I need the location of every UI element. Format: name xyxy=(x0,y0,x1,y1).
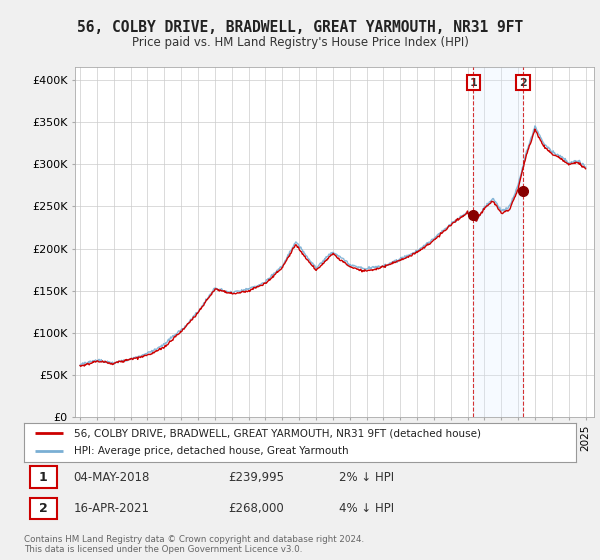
Text: 1: 1 xyxy=(469,78,477,88)
Text: £268,000: £268,000 xyxy=(228,502,284,515)
Text: Price paid vs. HM Land Registry's House Price Index (HPI): Price paid vs. HM Land Registry's House … xyxy=(131,36,469,49)
Text: £239,995: £239,995 xyxy=(228,470,284,484)
Text: Contains HM Land Registry data © Crown copyright and database right 2024.
This d: Contains HM Land Registry data © Crown c… xyxy=(24,535,364,554)
FancyBboxPatch shape xyxy=(29,466,57,488)
Text: 56, COLBY DRIVE, BRADWELL, GREAT YARMOUTH, NR31 9FT (detached house): 56, COLBY DRIVE, BRADWELL, GREAT YARMOUT… xyxy=(74,428,481,438)
Text: 4% ↓ HPI: 4% ↓ HPI xyxy=(338,502,394,515)
Text: 1: 1 xyxy=(39,470,47,484)
FancyBboxPatch shape xyxy=(29,498,57,519)
Bar xyxy=(473,67,523,417)
Text: 56, COLBY DRIVE, BRADWELL, GREAT YARMOUTH, NR31 9FT: 56, COLBY DRIVE, BRADWELL, GREAT YARMOUT… xyxy=(77,20,523,35)
Text: 2: 2 xyxy=(519,78,527,88)
Text: 2: 2 xyxy=(39,502,47,515)
Text: 04-MAY-2018: 04-MAY-2018 xyxy=(74,470,150,484)
Text: 2% ↓ HPI: 2% ↓ HPI xyxy=(338,470,394,484)
Text: HPI: Average price, detached house, Great Yarmouth: HPI: Average price, detached house, Grea… xyxy=(74,446,349,456)
Text: 16-APR-2021: 16-APR-2021 xyxy=(74,502,149,515)
